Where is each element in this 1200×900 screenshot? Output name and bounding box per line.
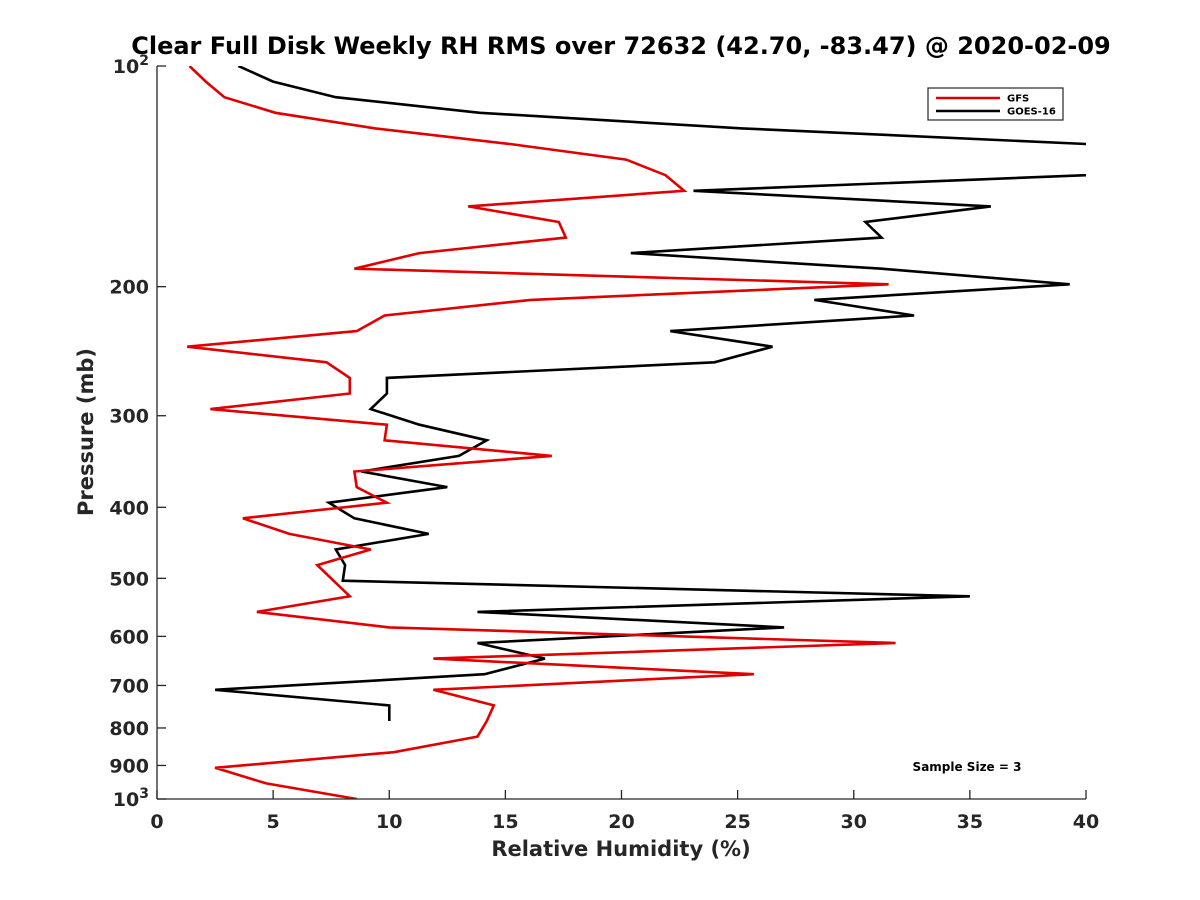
legend-label: GOES-16 <box>1007 107 1056 118</box>
x-tick-label: 10 <box>376 811 402 833</box>
axes: 0 5 10 15 20 25 30 35 40 102 200 300 400 500 600 700 800… <box>109 53 1099 833</box>
legend: GFS GOES-16 <box>927 87 1064 121</box>
y-tick-label: 800 <box>109 718 149 740</box>
y-tick-label: 700 <box>109 675 149 697</box>
x-axis-label: Relative Humidity (%) <box>491 837 750 861</box>
y-tick-label: 500 <box>109 568 149 590</box>
x-tick-label: 25 <box>724 811 750 833</box>
y-tick-label: 200 <box>109 277 149 299</box>
x-tick-label: 5 <box>267 811 280 833</box>
y-tick-label: 600 <box>109 626 149 648</box>
x-tick-label: 0 <box>150 811 163 833</box>
x-tick-label: 30 <box>841 811 867 833</box>
legend-label: GFS <box>1007 94 1029 105</box>
sample-size-annotation: Sample Size = 3 <box>913 760 1022 774</box>
series-line-goes-16 <box>214 66 1086 721</box>
y-tick-label: 300 <box>109 406 149 428</box>
x-tick-label: 20 <box>608 811 634 833</box>
legend-box <box>927 87 1064 121</box>
y-tick-label: 900 <box>109 755 149 777</box>
series-group <box>187 66 1086 799</box>
y-tick-label: 102 <box>113 53 149 78</box>
y-axis-label: Pressure (mb) <box>74 348 98 516</box>
x-tick-label: 35 <box>957 811 983 833</box>
x-tick-label: 15 <box>492 811 518 833</box>
plot-area <box>187 66 1086 799</box>
x-tick-label: 40 <box>1073 811 1099 833</box>
y-tick-label: 103 <box>113 786 149 811</box>
chart-title: Clear Full Disk Weekly RH RMS over 72632… <box>131 32 1111 60</box>
series-line-gfs <box>187 66 896 799</box>
y-tick-label: 400 <box>109 497 149 519</box>
